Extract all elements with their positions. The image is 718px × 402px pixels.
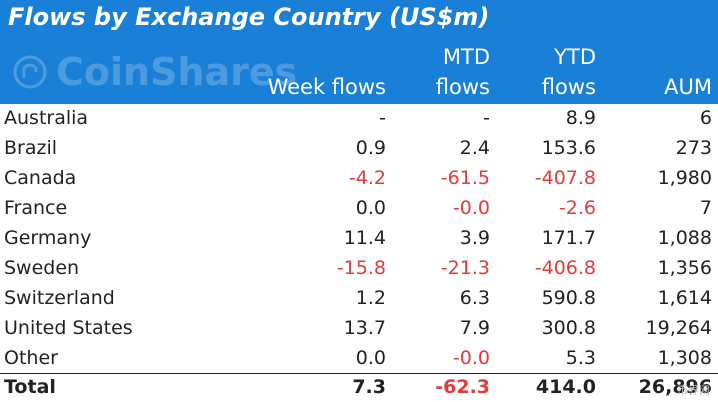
ytd-cell: 300.8 xyxy=(541,317,596,339)
ytd-cell: 8.9 xyxy=(565,107,596,129)
total-ytd-cell: 414.0 xyxy=(535,376,596,398)
week-cell: -4.2 xyxy=(348,167,386,189)
week-cell: 0.0 xyxy=(355,347,386,369)
country-label: Brazil xyxy=(4,137,58,159)
header-bar xyxy=(0,40,718,104)
mtd-cell: 2.4 xyxy=(459,137,490,159)
ytd-cell: 5.3 xyxy=(565,347,596,369)
title-bar: Flows by Exchange Country (US$m) xyxy=(0,0,718,40)
total-separator-line xyxy=(0,373,718,374)
total-label: Total xyxy=(4,376,56,398)
header-ytd-line2: flows xyxy=(541,75,596,99)
aum-cell: 1,356 xyxy=(657,257,712,279)
header-aum-line2: AUM xyxy=(664,75,712,99)
country-label: France xyxy=(4,197,68,219)
mtd-cell: 6.3 xyxy=(459,287,490,309)
total-aum-cell: 26,896 xyxy=(638,376,712,398)
country-label: United States xyxy=(4,317,133,339)
aum-cell: 1,088 xyxy=(657,227,712,249)
corner-watermark: 币界网 xyxy=(677,384,710,397)
mtd-cell: - xyxy=(483,107,490,129)
ytd-cell: -406.8 xyxy=(534,257,596,279)
header-ytd-line1: YTD xyxy=(554,45,596,69)
ytd-cell: 590.8 xyxy=(541,287,596,309)
week-cell: 0.0 xyxy=(355,197,386,219)
aum-cell: 6 xyxy=(699,107,712,129)
chart-title: Flows by Exchange Country (US$m) xyxy=(8,3,490,31)
week-cell: 11.4 xyxy=(343,227,386,249)
mtd-cell: -21.3 xyxy=(440,257,490,279)
header-week-line2: Week flows xyxy=(267,75,386,99)
country-label: Germany xyxy=(4,227,92,249)
week-cell: -15.8 xyxy=(336,257,386,279)
country-label: Canada xyxy=(4,167,77,189)
ytd-cell: -2.6 xyxy=(558,197,596,219)
aum-cell: 273 xyxy=(675,137,712,159)
week-cell: 13.7 xyxy=(343,317,386,339)
header-mtd-line2: flows xyxy=(435,75,490,99)
mtd-cell: -61.5 xyxy=(440,167,490,189)
ytd-cell: 171.7 xyxy=(541,227,596,249)
total-mtd-cell: -62.3 xyxy=(435,376,490,398)
mtd-cell: -0.0 xyxy=(452,197,490,219)
country-label: Australia xyxy=(4,107,89,129)
mtd-cell: 7.9 xyxy=(459,317,490,339)
coinshares-watermark: CoinShares xyxy=(12,50,298,94)
mtd-cell: -0.0 xyxy=(452,347,490,369)
week-cell: - xyxy=(379,107,386,129)
aum-cell: 1,308 xyxy=(657,347,712,369)
ytd-cell: -407.8 xyxy=(534,167,596,189)
coinshares-logo-icon xyxy=(13,55,47,89)
country-label: Sweden xyxy=(4,257,80,279)
country-label: Other xyxy=(4,347,58,369)
country-label: Switzerland xyxy=(4,287,115,309)
week-cell: 0.9 xyxy=(355,137,386,159)
aum-cell: 7 xyxy=(699,197,712,219)
aum-cell: 1,980 xyxy=(657,167,712,189)
aum-cell: 1,614 xyxy=(657,287,712,309)
watermark-text: CoinShares xyxy=(56,50,298,94)
total-week-cell: 7.3 xyxy=(352,376,386,398)
aum-cell: 19,264 xyxy=(645,317,712,339)
header-mtd-line1: MTD xyxy=(442,45,490,69)
mtd-cell: 3.9 xyxy=(459,227,490,249)
ytd-cell: 153.6 xyxy=(541,137,596,159)
week-cell: 1.2 xyxy=(355,287,386,309)
